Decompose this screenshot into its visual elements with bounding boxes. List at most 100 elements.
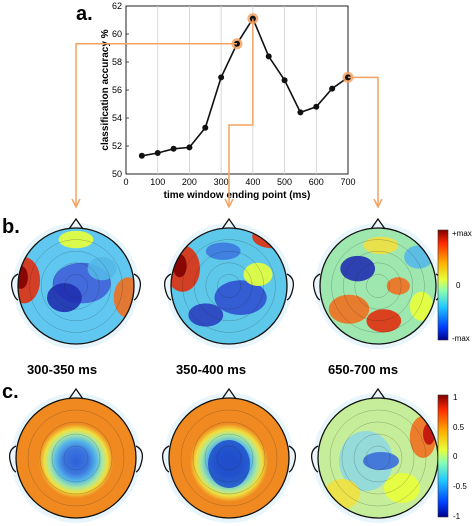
window-label-1: 300-350 ms [27, 362, 97, 377]
data-point [297, 109, 304, 116]
y-axis-ticks: 50 52 54 56 58 60 62 [112, 1, 129, 179]
topomap-region [188, 303, 224, 327]
colorbar-c-0: 0 [453, 452, 458, 461]
x-tick-label: 0 [123, 177, 128, 187]
left-ear-outline [10, 273, 19, 301]
topomap-region [38, 423, 114, 499]
topomap-row-c [8, 387, 446, 523]
data-point [138, 152, 145, 159]
data-point [170, 145, 177, 152]
data-point [218, 74, 225, 81]
data-point [154, 150, 161, 156]
contour-line [217, 274, 241, 298]
nose-outline [68, 217, 84, 230]
x-tick-label: 200 [182, 177, 197, 187]
x-tick-label: 600 [309, 177, 324, 187]
scalp-topomap [163, 217, 295, 349]
head-outline [170, 227, 288, 345]
contour-line [63, 445, 89, 471]
right-ear-outline [133, 273, 142, 301]
topomap-region [76, 309, 111, 339]
topomap-row-b [10, 217, 444, 349]
colorbar-b-gradient [437, 229, 449, 341]
left-ear-outline [310, 445, 319, 473]
colorbar-c-neg0.5: -0.5 [453, 482, 467, 491]
scalp-topomap [161, 387, 297, 523]
x-axis-ticks: 0 100 200 300 400 500 600 700 [123, 177, 355, 187]
topomap-region [363, 452, 399, 470]
connector-line [348, 76, 379, 205]
topomap-region [58, 230, 94, 249]
x-tick-label: 400 [245, 177, 260, 187]
right-ear-outline [286, 273, 295, 301]
topomap-region [409, 291, 434, 321]
data-point [313, 103, 320, 110]
contour-line [331, 239, 425, 333]
nose-outline [221, 217, 237, 230]
nose-outline [221, 387, 237, 400]
data-point [329, 85, 336, 92]
contour-line [365, 445, 391, 471]
data-point [281, 77, 288, 84]
y-tick-label: 54 [112, 113, 122, 123]
panel-b-label: b. [2, 216, 20, 238]
panel-c-label: c. [2, 381, 19, 403]
scalp-topomap [8, 387, 144, 523]
x-tick-label: 100 [150, 177, 165, 187]
topomap-region [243, 262, 273, 286]
contour-line [27, 409, 125, 507]
right-ear-outline [288, 445, 297, 473]
contour-line [343, 250, 414, 321]
x-tick-label: 500 [277, 177, 292, 187]
connector-arrowhead [224, 198, 234, 209]
contour-line [366, 274, 390, 298]
nose-outline [68, 387, 84, 400]
head-outline [168, 397, 290, 519]
contour-line [51, 433, 101, 483]
contour-line [180, 409, 278, 507]
y-tick-label: 58 [112, 57, 122, 67]
colorbar-c-0.5: 0.5 [453, 423, 465, 432]
contour-line [41, 250, 111, 321]
contour-line [52, 262, 100, 310]
topomap-region [47, 283, 82, 313]
colorbar-c: 1 0.5 0 -0.5 -1 [437, 393, 467, 521]
topomap-region [386, 277, 410, 295]
contour-line [205, 262, 253, 310]
data-point [202, 124, 209, 131]
topomap-region [366, 309, 402, 333]
y-axis-title: classification accuracy % [100, 29, 111, 150]
scalp-topomap [10, 217, 142, 349]
colorbar-b-zero: 0 [456, 281, 461, 290]
nose-outline [370, 217, 386, 230]
y-tick-label: 62 [112, 1, 122, 11]
x-axis-title: time window ending point (ms) [164, 190, 311, 201]
topomap-region [18, 265, 28, 289]
left-ear-outline [163, 273, 172, 301]
colorbar-b-min: -max [452, 334, 470, 343]
head-outline [319, 227, 437, 345]
colorbar-b-max: +max [452, 229, 472, 238]
contour-line [29, 239, 123, 333]
window-label-3: 650-700 ms [328, 362, 398, 377]
contour-line [353, 433, 403, 483]
series-line [141, 16, 349, 157]
contour-line [341, 421, 415, 495]
topomap-region [363, 236, 399, 255]
left-ear-outline [8, 445, 17, 473]
window-label-2: 350-400 ms [176, 362, 246, 377]
x-tick-label: 300 [214, 177, 229, 187]
left-ear-outline [312, 273, 321, 301]
head-outline [17, 227, 135, 345]
contour-line [39, 421, 113, 495]
colorbar-b: +max 0 -max [437, 229, 472, 343]
nose-outline [370, 387, 386, 400]
left-ear-outline [161, 445, 170, 473]
contour-line [64, 274, 88, 298]
topomap-region [384, 473, 420, 503]
plot-area [125, 5, 349, 175]
colorbar-c-neg1: -1 [453, 512, 461, 521]
data-points [138, 13, 354, 159]
topomap-region [87, 257, 117, 281]
colorbar-c-1: 1 [453, 393, 458, 402]
